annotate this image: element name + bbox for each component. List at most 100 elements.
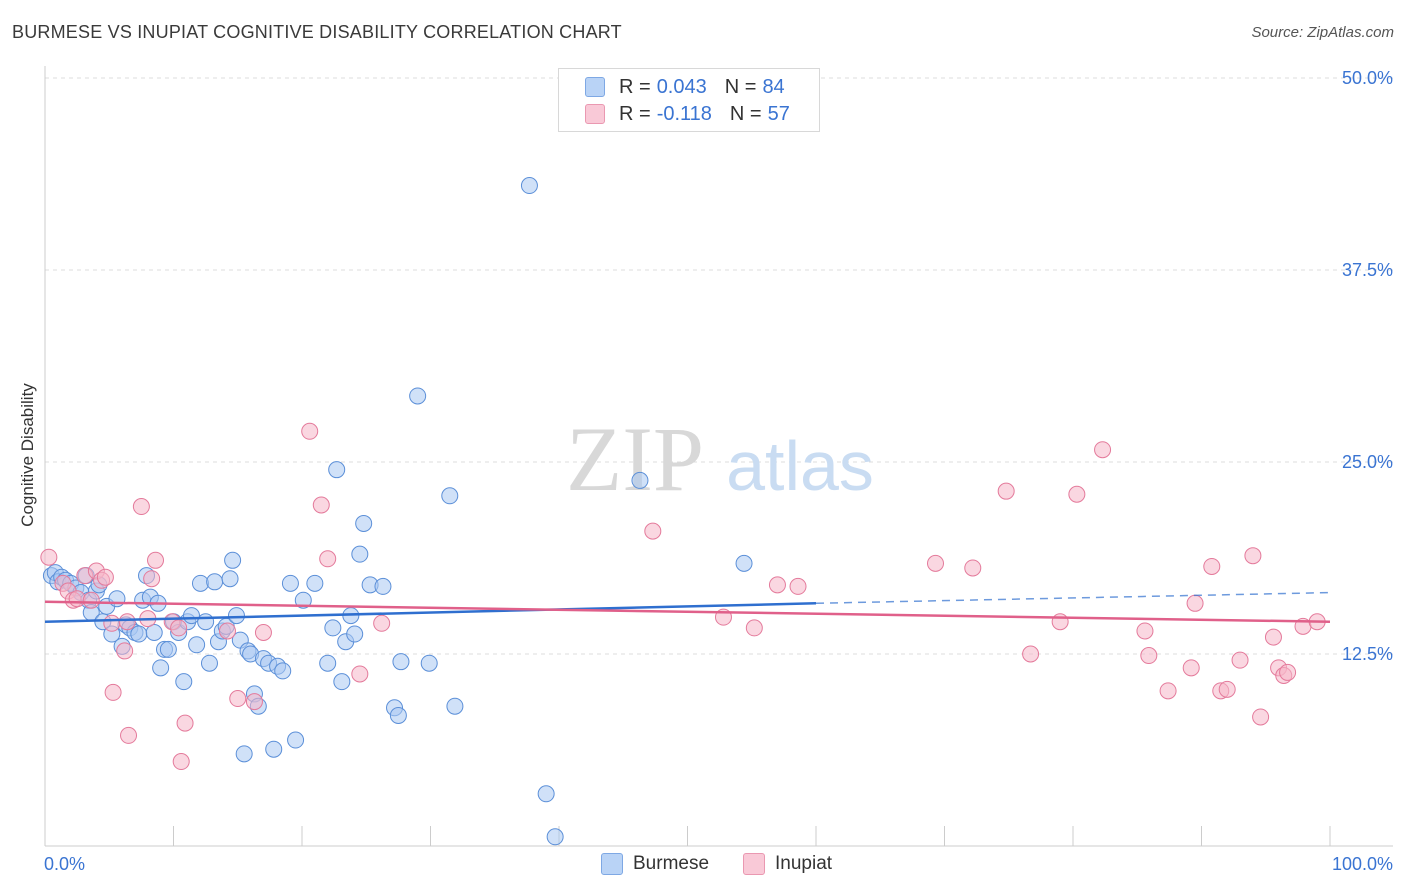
burmese-point — [206, 573, 224, 591]
chart-title: BURMESE VS INUPIAT COGNITIVE DISABILITY … — [12, 22, 622, 42]
inupiat-point — [245, 693, 263, 711]
inupiat-point — [1252, 708, 1270, 726]
burmese-point — [265, 740, 283, 758]
inupiat-point — [1218, 680, 1236, 698]
legend: R = 0.043 N = 84 R = -0.118 N = 57 — [558, 68, 820, 132]
grid — [45, 77, 1393, 655]
burmese-point — [294, 591, 312, 609]
burmese-point — [392, 653, 410, 671]
burmese-trend-extension — [815, 591, 1331, 605]
burmese-point — [346, 625, 364, 643]
bottom-legend-inupiat: Inupiat — [743, 852, 832, 876]
legend-r-label: R = — [619, 75, 651, 98]
axes — [44, 66, 1393, 847]
legend-row-burmese: R = 0.043 N = 84 — [585, 75, 785, 99]
inupiat-point — [927, 554, 945, 572]
y-tick-label: 37.5% — [1342, 260, 1393, 280]
burmese-point — [631, 471, 649, 489]
inupiat-point — [104, 683, 122, 701]
bottom-legend-label-burmese: Burmese — [633, 853, 710, 874]
inupiat-point — [1140, 647, 1158, 665]
inupiat-point — [132, 498, 150, 516]
inupiat-point — [68, 590, 86, 608]
inupiat-point — [1068, 485, 1086, 503]
inupiat-point — [218, 622, 236, 640]
tick-labels: 12.5% 25.0% 37.5% 50.0% 0.0% 100.0% — [44, 68, 1393, 874]
x-tick-label: 0.0% — [44, 854, 85, 874]
inupiat-point — [172, 753, 190, 771]
burmese-point — [108, 590, 126, 608]
legend-n-value: 84 — [762, 75, 785, 98]
burmese-point — [152, 659, 170, 677]
burmese-point — [351, 545, 369, 563]
inupiat-point — [1231, 651, 1249, 669]
inupiat-point — [964, 559, 982, 577]
burmese-point — [200, 654, 218, 672]
inupiat-point — [118, 613, 136, 631]
burmese-point — [235, 745, 253, 763]
burmese-point — [188, 636, 206, 654]
inupiat-point — [147, 551, 165, 569]
inupiat-point — [120, 726, 138, 744]
burmese-point — [355, 514, 373, 532]
burmese-point — [319, 654, 337, 672]
inupiat-point — [745, 619, 763, 637]
y-tick-label: 50.0% — [1342, 68, 1393, 88]
inupiat-point — [373, 614, 391, 632]
inupiat-point — [1279, 663, 1297, 681]
burmese-point — [221, 570, 239, 588]
inupiat-point — [1186, 594, 1204, 612]
burmese-point — [324, 619, 342, 637]
burmese-point — [546, 828, 564, 846]
y-tick-label: 12.5% — [1342, 644, 1393, 664]
burmese-point — [537, 785, 555, 803]
inupiat-point — [319, 550, 337, 568]
y-tick-label: 25.0% — [1342, 452, 1393, 472]
bottom-legend-swatch-inupiat — [743, 853, 765, 875]
burmese-point — [227, 607, 245, 625]
legend-swatch-inupiat — [585, 104, 605, 124]
burmese-point — [520, 177, 538, 195]
x-tick-label: 100.0% — [1332, 854, 1393, 874]
legend-n-label: N = — [724, 75, 757, 98]
burmese-point — [446, 697, 464, 715]
inupiat-point — [229, 690, 247, 708]
inupiat-point — [1159, 682, 1177, 700]
inupiat-point — [312, 496, 330, 514]
inupiat-point — [1022, 645, 1040, 663]
burmese-point — [374, 577, 392, 595]
burmese-point — [191, 574, 209, 592]
burmese-point — [281, 574, 299, 592]
inupiat-point — [997, 482, 1015, 500]
inupiat-point — [768, 576, 786, 594]
burmese-point — [287, 731, 305, 749]
burmese-point — [159, 640, 177, 658]
burmese-point — [409, 387, 427, 405]
burmese-point — [145, 623, 163, 641]
burmese-point — [182, 607, 200, 625]
bottom-legend-swatch-burmese — [601, 853, 623, 875]
inupiat-point — [176, 714, 194, 732]
legend-row-inupiat: R = -0.118 N = 57 — [585, 102, 790, 126]
source-label: Source: ZipAtlas.com — [1251, 24, 1394, 41]
inupiat-point — [103, 614, 121, 632]
inupiat-point — [82, 591, 100, 609]
inupiat-point — [143, 570, 161, 588]
burmese-point — [441, 487, 459, 505]
inupiat-trend-line — [44, 600, 1331, 623]
inupiat-point — [254, 623, 272, 641]
inupiat-point — [1203, 557, 1221, 575]
watermark-zip: ZIP — [566, 408, 704, 510]
legend-r-value: 0.043 — [656, 75, 707, 98]
inupiat-point — [1182, 659, 1200, 677]
burmese-point — [735, 554, 753, 572]
burmese-point — [175, 673, 193, 691]
burmese-point — [333, 673, 351, 691]
burmese-point — [389, 706, 407, 724]
inupiat-point — [301, 422, 319, 440]
watermark: ZIP atlas — [566, 408, 874, 510]
inupiat-point — [644, 522, 662, 540]
inupiat-point — [40, 548, 58, 566]
burmese-point — [306, 574, 324, 592]
